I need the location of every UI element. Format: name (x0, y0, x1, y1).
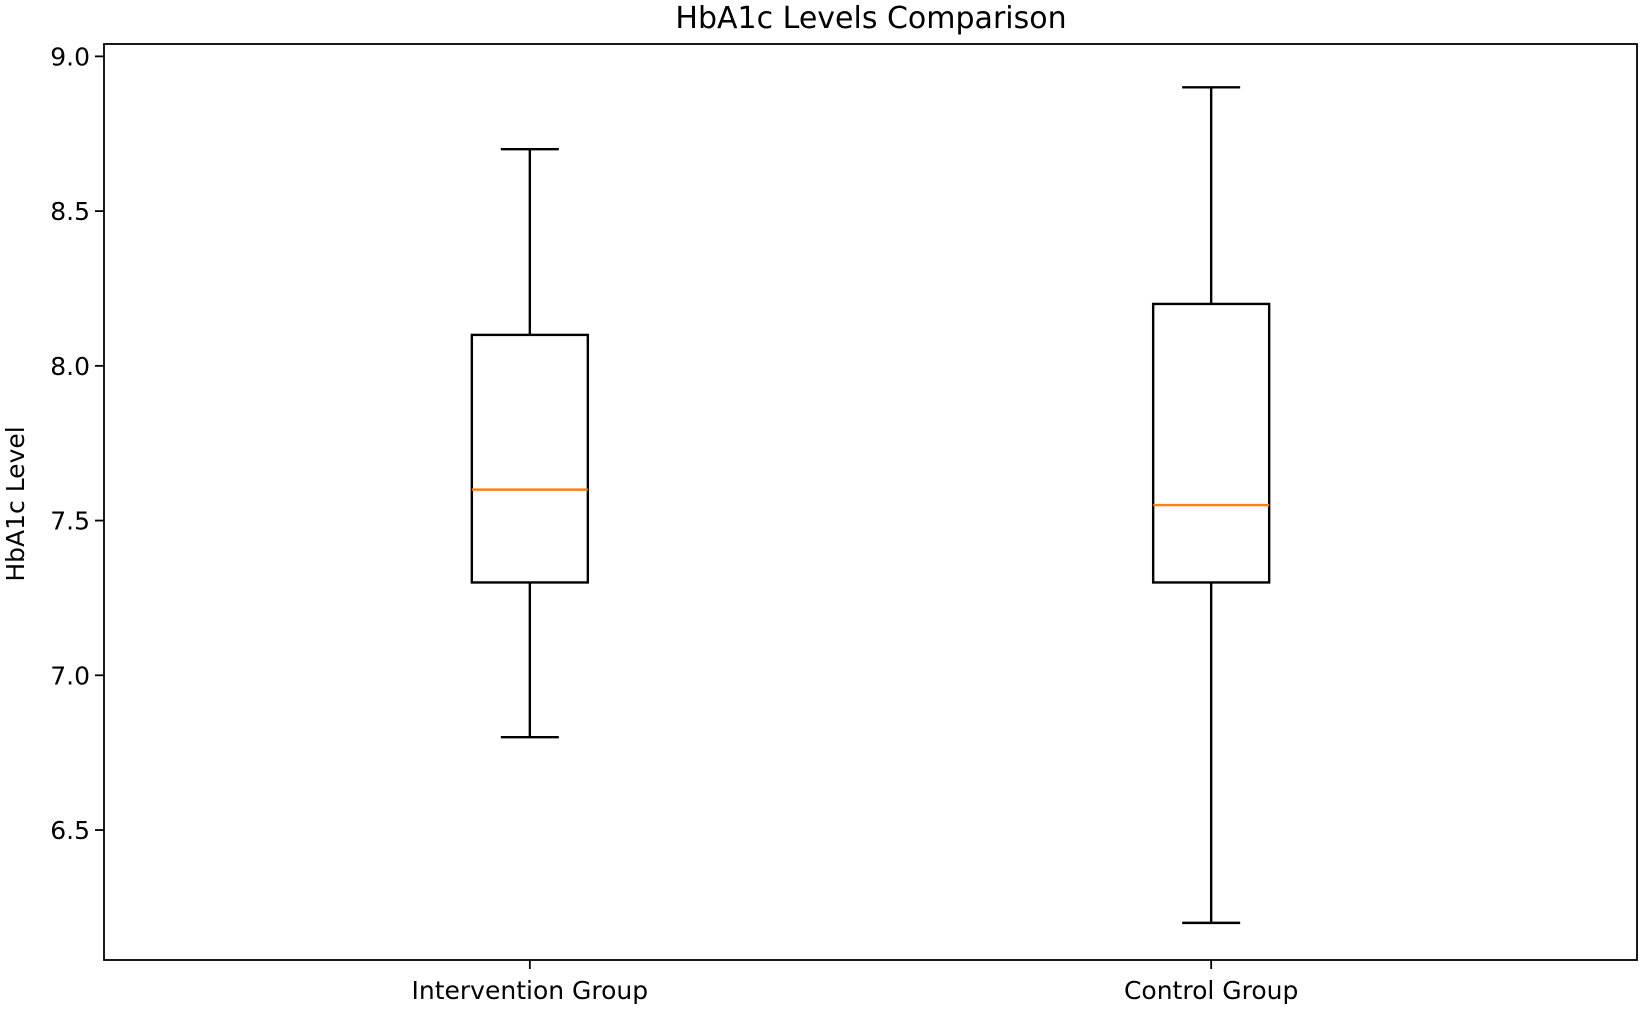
plot-area (470, 86, 1271, 925)
y-tick-label: 8.5 (50, 197, 90, 226)
box-intervention-group (470, 148, 590, 739)
plot-frame (103, 43, 1638, 961)
iqr-box (1151, 302, 1271, 584)
y-tick-label: 7.0 (50, 661, 90, 690)
y-tick-label: 6.5 (50, 816, 90, 845)
y-tick-label: 9.0 (50, 42, 90, 71)
chart-title: HbA1c Levels Comparison (675, 1, 1066, 36)
y-axis: 6.5 7.0 7.5 8.0 8.5 9.0 (50, 42, 104, 845)
y-tick-label: 8.0 (50, 352, 90, 381)
x-tick-label: Intervention Group (412, 976, 649, 1005)
box-control-group (1151, 86, 1271, 925)
iqr-box (470, 333, 590, 584)
x-axis: Intervention Group Control Group (412, 960, 1298, 1005)
x-tick-label: Control Group (1124, 976, 1298, 1005)
y-tick-label: 7.5 (50, 507, 90, 536)
y-axis-label: HbA1c Level (1, 426, 30, 581)
